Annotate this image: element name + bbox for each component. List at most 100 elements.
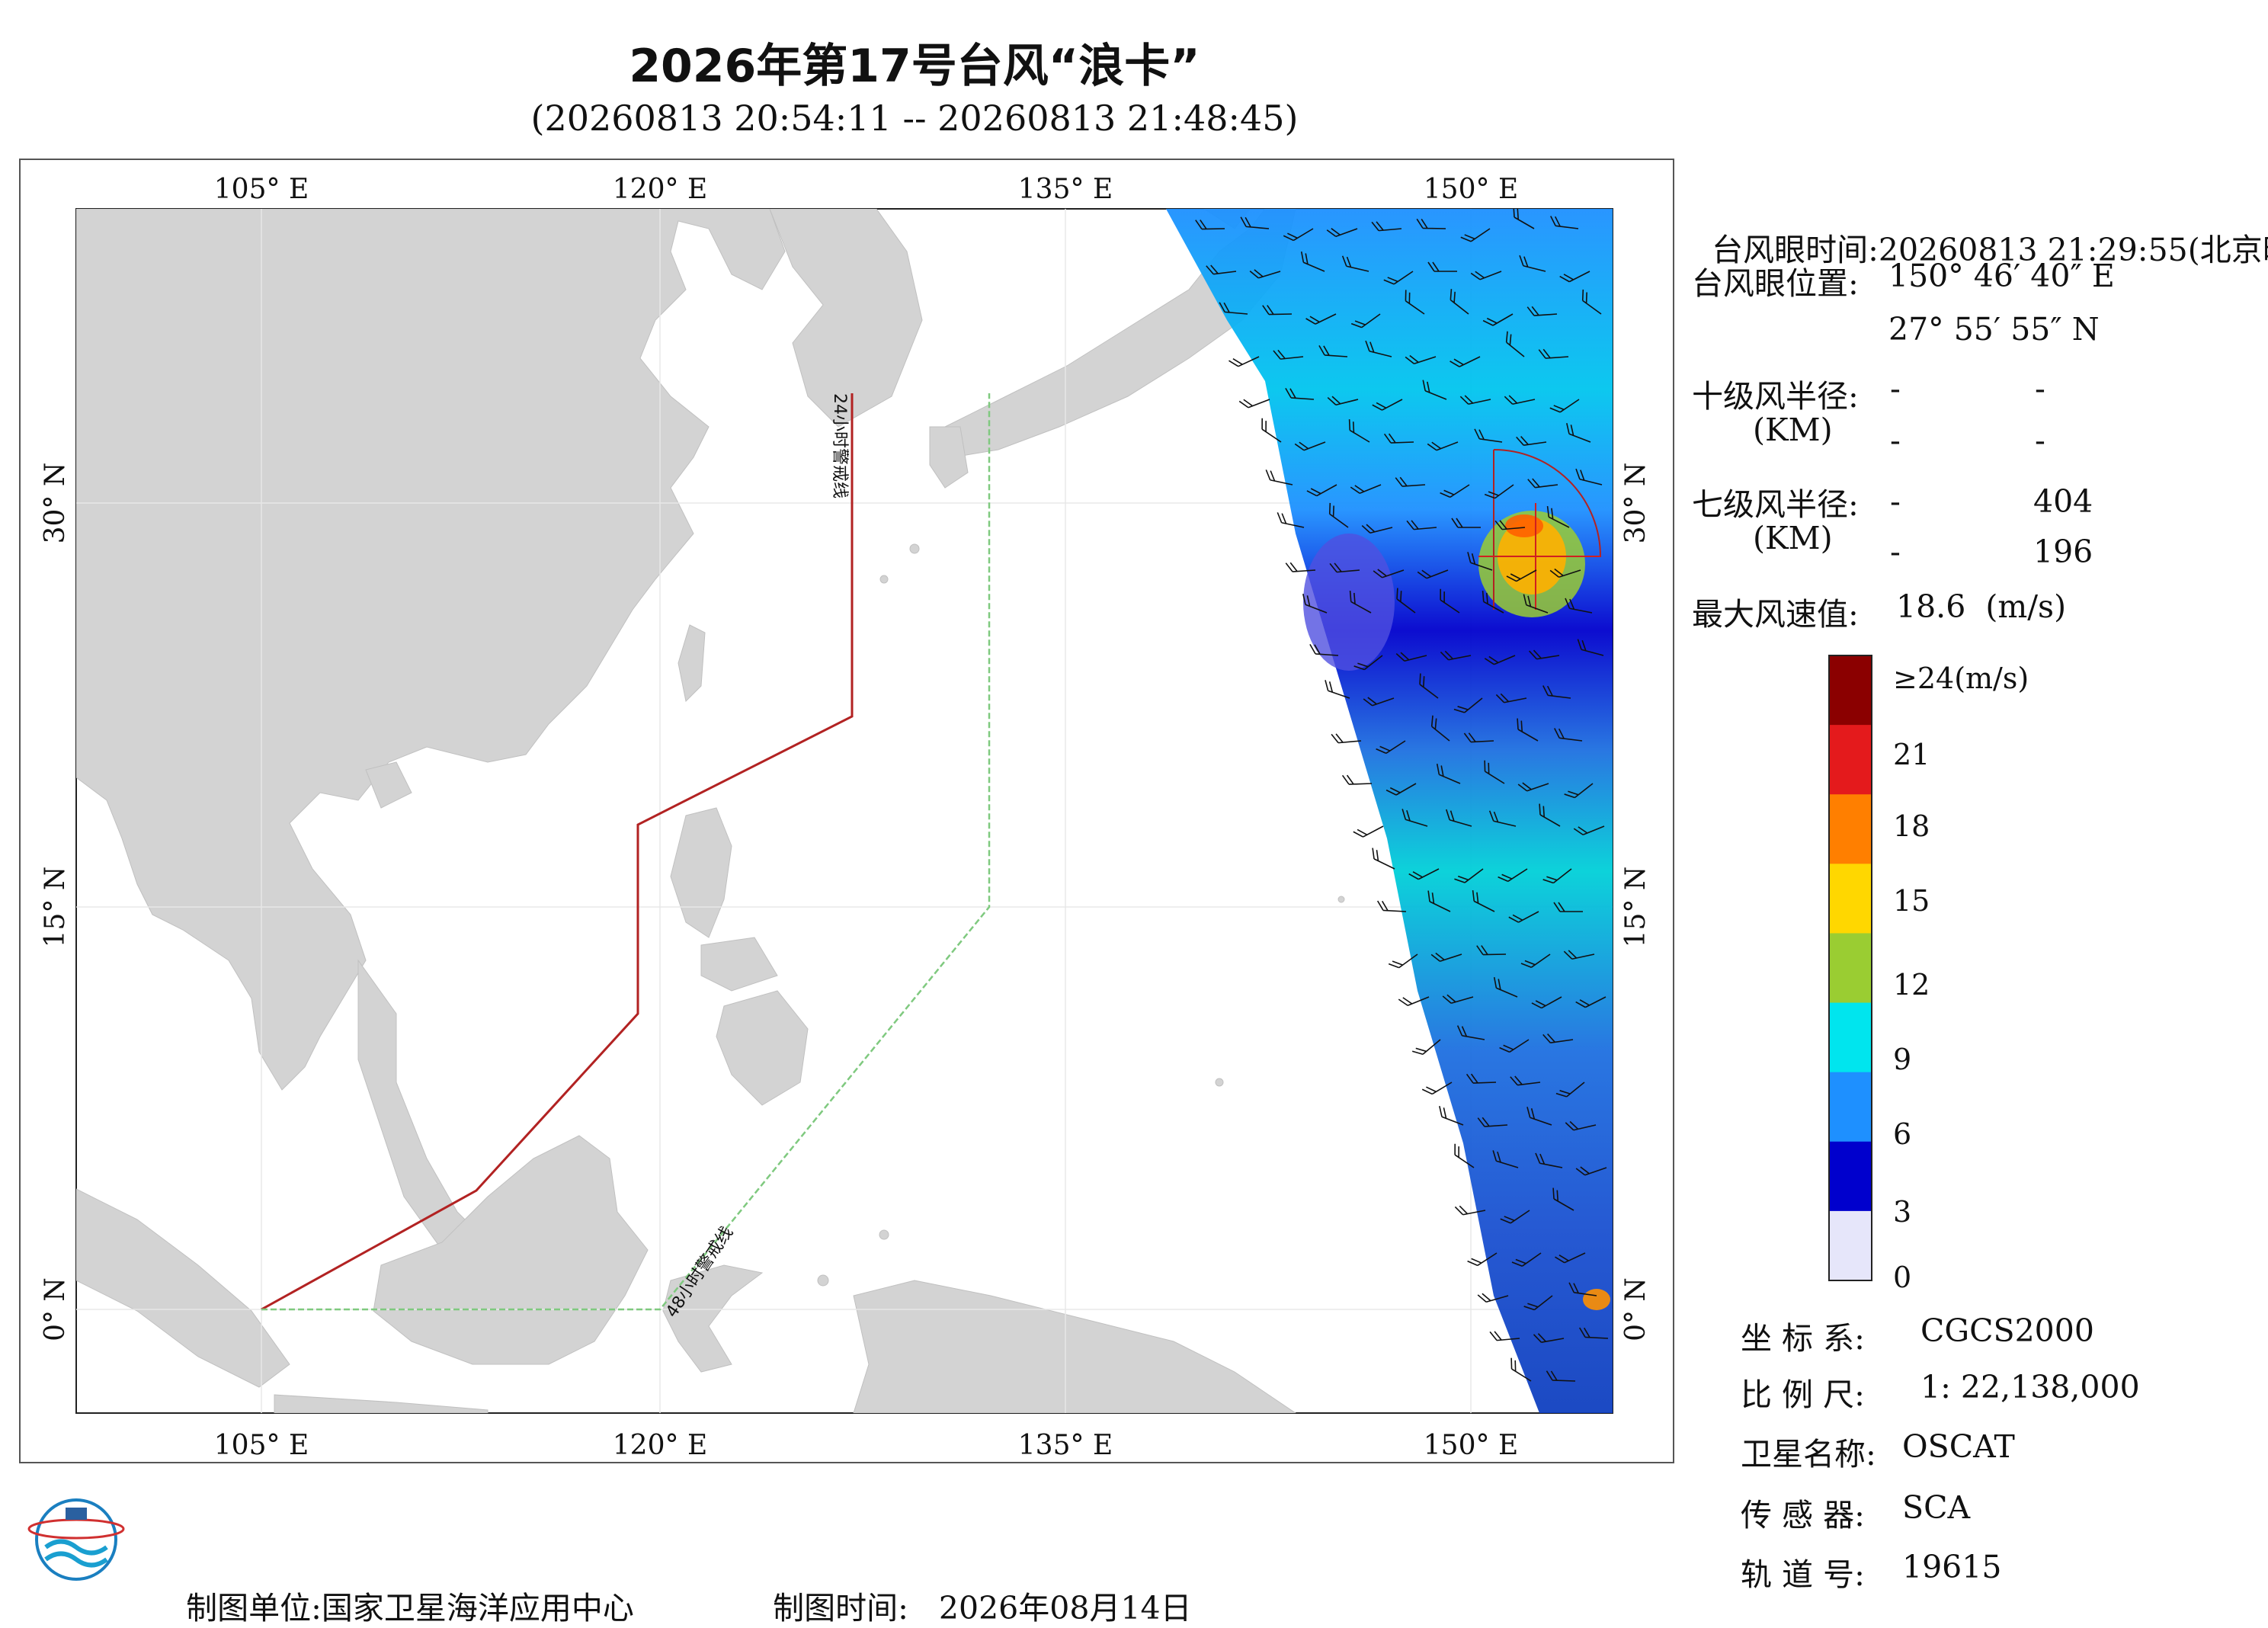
eye-lon-value: 150° 46′ 40″ E (1888, 258, 2115, 294)
land-luzon (670, 807, 732, 938)
colorbar-swatch (1829, 1002, 1872, 1073)
lon-tick-bottom: 105° E (214, 1430, 309, 1461)
land-sulawesi (662, 1264, 764, 1373)
wind-barb (1466, 1073, 1497, 1084)
wind-barb (1439, 1106, 1464, 1126)
colorbar-swatch (1829, 725, 1872, 796)
wind-barb (1538, 348, 1569, 359)
wind-barb (1492, 1150, 1519, 1168)
orbit-value: 19615 (1902, 1549, 2002, 1585)
wind-barb (1565, 598, 1593, 614)
lat-tick-right: 0° N (1620, 1277, 1651, 1341)
footer-unit-value: 国家卫星海洋应用中心 (321, 1590, 634, 1626)
colorbar-swatch (1829, 933, 1872, 1004)
colorbar-swatch (1829, 1210, 1872, 1281)
wind-barb (1559, 271, 1590, 283)
colorbar-label: 0 (1893, 1261, 1912, 1294)
wind-barb (1511, 1252, 1542, 1267)
crs-value: CGCS2000 (1920, 1312, 2094, 1349)
land-island (879, 575, 889, 584)
eye-time-row: 台风眼时间:20260813 21:29:55(北京时) (1692, 187, 2268, 270)
map-subtitle: (20260813 20:54:11 -- 20260813 21:48:45) (530, 98, 1299, 139)
wind-barb (1450, 289, 1469, 315)
land-borneo (373, 1135, 649, 1365)
colorbar-label: 18 (1893, 809, 1930, 843)
colorbar-swatch (1829, 1072, 1872, 1142)
map-frame (19, 159, 1674, 1463)
wind-barb (1555, 1082, 1585, 1098)
wind-barb (1456, 1025, 1485, 1040)
wind-barb (1484, 760, 1505, 784)
wind-barb (1476, 945, 1507, 956)
lat-ticks-right: 30° N 15° N 0° N (1620, 463, 1651, 1341)
wind-barb (1563, 950, 1595, 960)
lat-tick-left: 15° N (40, 867, 71, 948)
wind-barb (1460, 228, 1491, 242)
wind-barb (1467, 552, 1493, 571)
colorbar-label: 12 (1893, 968, 1930, 1001)
wind-barb (1363, 697, 1395, 707)
satellite-value: OSCAT (1902, 1428, 2015, 1465)
wind-barb (1526, 306, 1558, 316)
wind-barb (1408, 868, 1440, 880)
wind-barb (1549, 399, 1580, 413)
lat-tick-right: 30° N (1620, 463, 1651, 544)
warning-line-24h (261, 393, 854, 1311)
wind-barb (1575, 1166, 1607, 1176)
max-wind-label: 最大风速值: (1692, 596, 1859, 633)
wind-barb (1575, 468, 1603, 486)
wind-barb (1383, 433, 1414, 444)
wind-barb (1482, 591, 1504, 614)
lon-tick-bottom: 120° E (613, 1430, 707, 1461)
low-wind-patch (1303, 534, 1395, 671)
r10-label: 十级风半径: (1692, 378, 1859, 415)
wind-barb (1520, 953, 1551, 968)
wind-barb (1430, 952, 1462, 963)
typhoon-wind-peak (1505, 514, 1543, 537)
wind-barb (1396, 588, 1416, 614)
wind-barb (1350, 484, 1382, 494)
wind-barb (1542, 685, 1571, 699)
r7-km-label: (KM) (1753, 520, 1833, 556)
land-taiwan (678, 624, 706, 703)
wind-barb (1436, 763, 1461, 784)
wind-barb (1361, 524, 1393, 534)
wind-barb (1421, 1082, 1453, 1095)
lon-tick-top: 105° E (214, 174, 309, 205)
eye-pos-label: 台风眼位置: (1692, 265, 1859, 302)
land-island (879, 1229, 889, 1240)
wind-barb (1430, 715, 1450, 742)
land-island (1337, 896, 1345, 903)
wind-barb (1523, 1295, 1553, 1311)
lat-tick-right: 15° N (1620, 867, 1651, 948)
wind-barb (1527, 478, 1558, 489)
wind-barb (1238, 399, 1270, 409)
wind-barb (1529, 649, 1560, 660)
wind-barb (1440, 484, 1470, 498)
wind-barb (1300, 251, 1325, 272)
footer-unit: 制图单位:国家卫星海洋应用中心 (166, 1546, 634, 1628)
wind-barb (1470, 271, 1502, 280)
lon-tick-bottom: 150° E (1424, 1430, 1518, 1461)
wind-barb (1453, 697, 1483, 713)
wind-barb (1577, 639, 1604, 656)
r7-value: 404 (2033, 483, 2093, 520)
wind-barb (1422, 380, 1447, 400)
satellite-label: 卫星名称: (1741, 1436, 1876, 1473)
wind-barb (1542, 1034, 1574, 1043)
colorbar-label: 6 (1893, 1117, 1912, 1151)
crs-label: 坐 标 系: (1741, 1320, 1865, 1357)
wind-barb (1523, 594, 1549, 614)
wind-barb (1273, 349, 1304, 360)
wind-barb (1405, 290, 1425, 315)
wind-barb (1305, 313, 1337, 325)
wind-barb (1500, 1210, 1530, 1224)
wind-barb (1388, 953, 1418, 969)
colorbar-swatch (1829, 1141, 1872, 1212)
wind-barb (1451, 518, 1481, 528)
wind-barb (1427, 441, 1459, 451)
wind-barb (1341, 774, 1373, 785)
r10-value: - (1890, 422, 1901, 459)
scale-label: 比 例 尺: (1741, 1376, 1865, 1413)
